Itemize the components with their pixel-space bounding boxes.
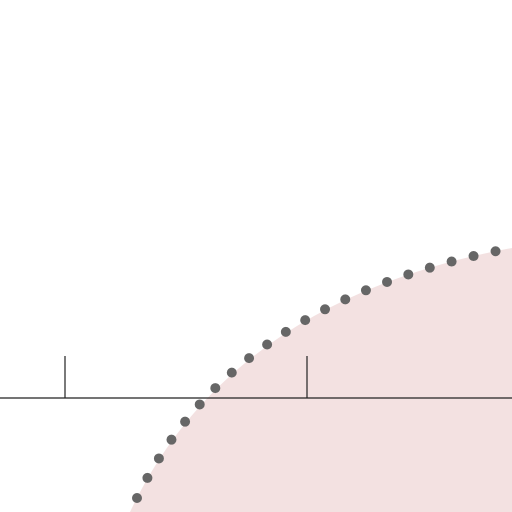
region xyxy=(130,248,512,512)
